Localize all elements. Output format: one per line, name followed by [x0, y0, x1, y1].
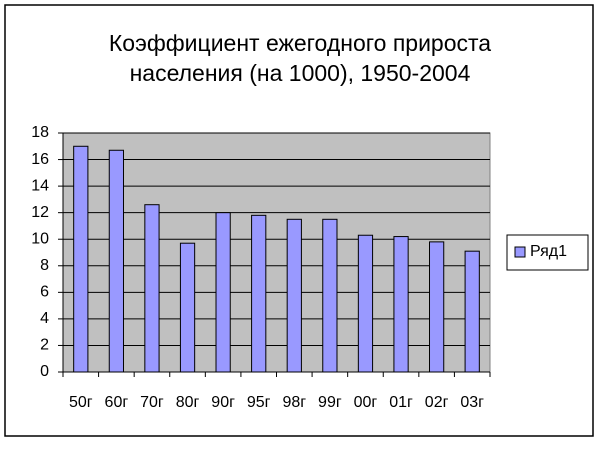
x-tick-label: 02г	[425, 394, 449, 411]
y-tick-label: 2	[40, 337, 49, 354]
bar	[108, 149, 124, 373]
bar	[357, 234, 374, 373]
bar	[393, 236, 409, 373]
bar	[322, 218, 338, 373]
x-tick-label: 00г	[354, 394, 378, 411]
y-tick-label: 14	[31, 177, 49, 194]
bar	[73, 145, 89, 373]
bar	[286, 218, 302, 373]
bar	[215, 212, 231, 373]
x-tick-label: 98г	[282, 394, 306, 411]
y-tick-label: 12	[31, 204, 49, 221]
x-tick-label: 03г	[460, 394, 484, 411]
bar	[179, 242, 196, 373]
x-tick-label: 90г	[211, 394, 235, 411]
y-tick-label: 6	[40, 284, 49, 301]
bar	[429, 241, 445, 373]
x-tick-label: 70г	[140, 394, 164, 411]
bar	[251, 214, 267, 373]
y-tick-label: 16	[31, 151, 49, 168]
x-tick-label: 50г	[69, 394, 93, 411]
x-tick-label: 60г	[105, 394, 129, 411]
y-tick-label: 8	[40, 257, 49, 274]
x-tick-label: 80г	[176, 394, 200, 411]
y-tick-label: 0	[40, 363, 49, 380]
y-tick-label: 4	[40, 310, 49, 327]
chart-title: Коэффициент ежегодного прироста	[109, 30, 491, 56]
y-tick-label: 10	[31, 230, 49, 247]
y-tick-label: 18	[31, 124, 49, 141]
plot-area	[62, 132, 491, 373]
x-tick-label: 01г	[389, 394, 413, 411]
legend-label: Ряд1	[530, 243, 567, 260]
x-tick-label: 99г	[318, 394, 342, 411]
chart-title: населения (на 1000), 1950-2004	[130, 60, 471, 86]
x-tick-label: 95г	[247, 394, 271, 411]
legend-swatch	[514, 246, 526, 258]
bar	[464, 250, 480, 373]
bar	[144, 204, 160, 373]
